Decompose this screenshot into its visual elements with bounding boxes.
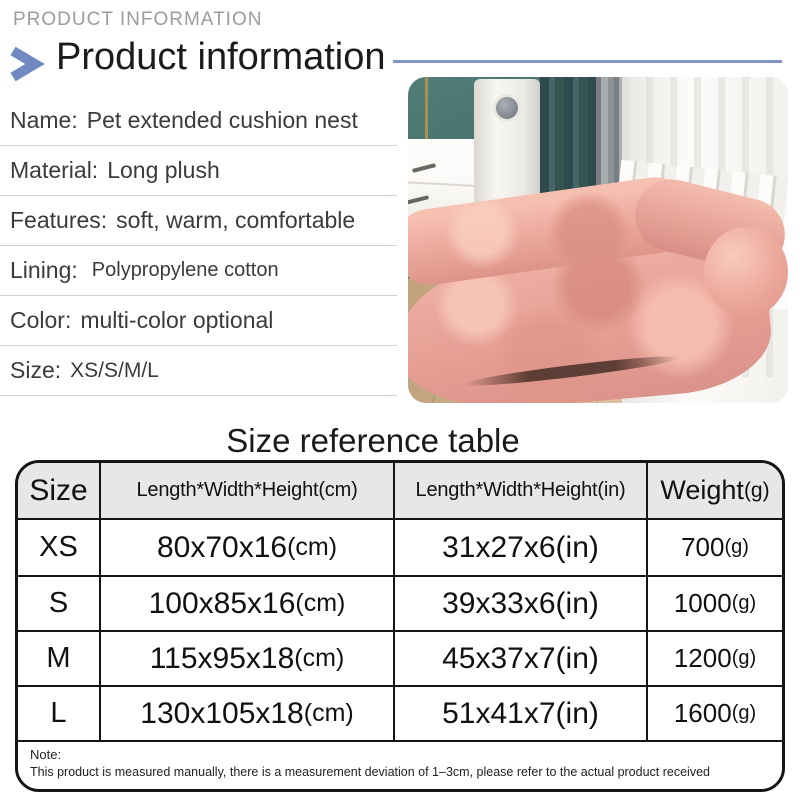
size-cell-m: M [18, 632, 101, 687]
floor-lamp-pole [425, 77, 428, 157]
attribute-row-features: Features: soft, warm, comfortable [0, 196, 397, 246]
pet-bed-pillow [704, 227, 788, 317]
weight-cell-m: 1200 (g) [648, 632, 782, 687]
attribute-label: Color: [10, 307, 72, 333]
weight-value: 700 [681, 532, 725, 562]
weight-unit: (g) [731, 647, 757, 669]
cm-unit: (cm) [303, 699, 354, 727]
weight-cell-l: 1600 (g) [648, 687, 782, 742]
measurement-note: Note: This product is measured manually,… [18, 742, 782, 789]
drawer-handle [411, 163, 437, 173]
weight-header-unit: (g) [743, 478, 770, 502]
weight-cell-xs: 700 (g) [648, 520, 782, 577]
weight-value: 1200 [673, 643, 732, 673]
size-table-heading: Size reference table [226, 422, 520, 459]
drawer-seam [408, 180, 475, 187]
attribute-value: Pet extended cushion nest [86, 107, 358, 133]
size-reference-table: Size Length*Width*Height(cm) Length*Widt… [15, 460, 785, 792]
attribute-label: Material: [10, 157, 99, 183]
column-header-cm: Length*Width*Height(cm) [101, 463, 395, 520]
size-cell-s: S [18, 577, 101, 632]
note-label: Note: [30, 747, 62, 762]
cm-cell-s: 100x85x16 (cm) [101, 577, 395, 632]
attribute-value: Polypropylene cotton [91, 259, 279, 281]
weight-header-text: Weight [660, 475, 744, 505]
attribute-row-material: Material: Long plush [0, 146, 397, 196]
chevron-right-icon [9, 45, 45, 81]
column-header-weight: Weight (g) [648, 463, 782, 520]
weight-unit: (g) [724, 536, 749, 558]
in-cell-xs: 31x27x6(in) [395, 520, 648, 577]
cm-value: 100x85x16 [148, 586, 296, 620]
accent-divider-line [393, 60, 782, 63]
weight-unit: (g) [731, 592, 757, 614]
attribute-label: Lining: [10, 257, 78, 283]
weight-value: 1000 [673, 588, 732, 618]
attribute-label: Size: [10, 357, 62, 383]
cm-cell-l: 130x105x18 (cm) [101, 687, 395, 742]
product-photo [408, 77, 788, 403]
attribute-row-color: Color: multi-color optional [0, 296, 397, 346]
cm-cell-m: 115x95x18 (cm) [101, 632, 395, 687]
cm-unit: (cm) [287, 533, 338, 561]
cm-value: 130x105x18 [140, 696, 304, 730]
attribute-value: XS/S/M/L [70, 358, 159, 382]
weight-cell-s: 1000 (g) [648, 577, 782, 632]
attribute-row-size: Size: XS/S/M/L [0, 346, 397, 396]
attribute-value: multi-color optional [80, 307, 274, 333]
drawer-handle [408, 194, 430, 205]
in-cell-m: 45x37x7(in) [395, 632, 648, 687]
attribute-value: soft, warm, comfortable [116, 207, 356, 233]
air-purifier-vent [496, 97, 518, 119]
cm-unit: (cm) [295, 589, 346, 617]
attribute-value: Long plush [107, 157, 220, 183]
size-cell-l: L [18, 687, 101, 742]
cm-unit: (cm) [294, 644, 345, 672]
column-header-in: Length*Width*Height(in) [395, 463, 648, 520]
air-purifier [474, 79, 540, 211]
in-cell-l: 51x41x7(in) [395, 687, 648, 742]
weight-value: 1600 [673, 698, 732, 728]
cm-value: 115x95x18 [149, 641, 295, 675]
attribute-label: Features: [10, 207, 108, 233]
size-cell-xs: XS [18, 520, 101, 577]
page-title: Product information [56, 36, 386, 78]
eyebrow-heading: PRODUCT INFORMATION [13, 9, 263, 30]
attribute-list: Name: Pet extended cushion nest Material… [0, 96, 397, 396]
attribute-row-name: Name: Pet extended cushion nest [0, 96, 397, 146]
weight-unit: (g) [731, 702, 757, 724]
cm-cell-xs: 80x70x16 (cm) [101, 520, 395, 577]
attribute-row-lining: Lining: Polypropylene cotton [0, 246, 397, 296]
attribute-label: Name: [10, 107, 78, 133]
in-cell-s: 39x33x6(in) [395, 577, 648, 632]
column-header-size: Size [18, 463, 101, 520]
cm-value: 80x70x16 [156, 530, 288, 564]
note-text: This product is measured manually, there… [30, 764, 710, 779]
